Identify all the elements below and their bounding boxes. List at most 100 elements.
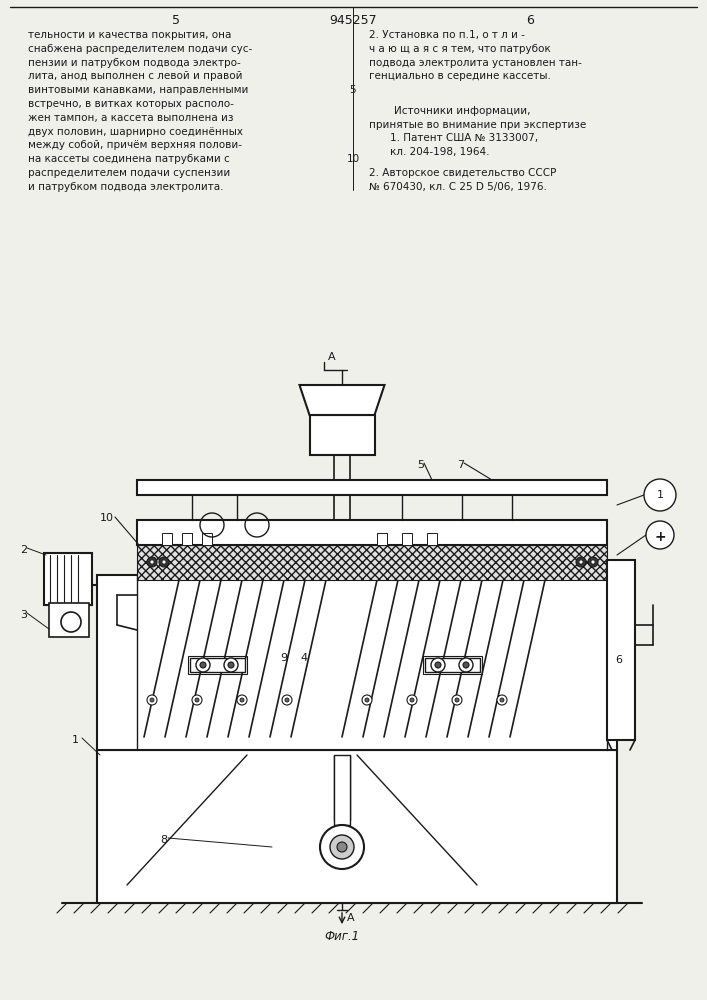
Bar [162,533,172,545]
Circle shape [228,662,234,668]
Circle shape [320,825,364,869]
Text: Фиг.1: Фиг.1 [325,930,360,943]
Text: 945257: 945257 [329,14,377,27]
Text: № 670430, кл. С 25 D 5/06, 1976.: № 670430, кл. С 25 D 5/06, 1976. [369,182,547,192]
Bar [44,553,92,605]
Circle shape [192,695,202,705]
Circle shape [285,698,289,702]
Circle shape [459,658,473,672]
Circle shape [576,557,586,567]
Text: 8: 8 [160,835,167,845]
Bar [137,545,607,580]
Text: 1: 1 [657,490,663,500]
Bar [427,533,437,545]
Text: 10: 10 [100,513,114,523]
Text: 2. Авторское свидетельство СССР: 2. Авторское свидетельство СССР [369,168,556,178]
Text: снабжена распределителем подачи сус-: снабжена распределителем подачи сус- [28,44,252,54]
Text: 7: 7 [457,460,464,470]
Text: двух половин, шарнирно соединённых: двух половин, шарнирно соединённых [28,127,243,137]
Bar [182,533,192,545]
Text: тельности и качества покрытия, она: тельности и качества покрытия, она [28,30,231,40]
Circle shape [150,698,154,702]
Bar [97,575,617,750]
Bar [189,658,245,672]
Bar [334,755,350,825]
Circle shape [224,658,238,672]
Text: 1: 1 [72,735,79,745]
Text: винтовыми канавками, направленными: винтовыми канавками, направленными [28,85,248,95]
Circle shape [579,560,583,564]
Circle shape [410,698,414,702]
Bar [607,560,635,740]
Circle shape [644,479,676,511]
Text: 2. Установка по п.1, о т л и -: 2. Установка по п.1, о т л и - [369,30,525,40]
Circle shape [150,560,154,564]
Text: Источники информации,: Источники информации, [394,106,530,116]
Text: между собой, причём верхняя полови-: между собой, причём верхняя полови- [28,140,242,150]
Text: 5: 5 [417,460,424,470]
Bar [377,533,387,545]
Circle shape [240,698,244,702]
Text: генциально в середине кассеты.: генциально в середине кассеты. [369,71,551,81]
Text: 6: 6 [615,655,622,665]
Text: принятые во внимание при экспертизе: принятые во внимание при экспертизе [369,120,586,130]
Text: на кассеты соединена патрубками с: на кассеты соединена патрубками с [28,154,230,164]
Circle shape [162,560,166,564]
Circle shape [362,695,372,705]
Circle shape [200,662,206,668]
Bar [49,603,89,637]
Circle shape [337,842,347,852]
Bar [137,480,607,495]
Circle shape [463,662,469,668]
Circle shape [407,695,417,705]
Circle shape [195,698,199,702]
Bar [202,533,212,545]
Text: 2: 2 [20,545,27,555]
Bar [187,656,247,674]
Circle shape [159,557,169,567]
Circle shape [500,698,504,702]
Circle shape [61,612,81,632]
Circle shape [452,695,462,705]
Circle shape [330,835,354,859]
Circle shape [147,557,157,567]
Bar [424,658,479,672]
Text: пензии и патрубком подвода электро-: пензии и патрубком подвода электро- [28,58,241,68]
Text: распределителем подачи суспензии: распределителем подачи суспензии [28,168,230,178]
Bar [137,520,607,545]
Polygon shape [300,385,385,415]
Circle shape [646,521,674,549]
Text: 4: 4 [300,653,308,663]
Circle shape [282,695,292,705]
Text: 1. Патент США № 3133007,: 1. Патент США № 3133007, [390,133,538,143]
Bar [402,533,412,545]
Text: А: А [347,913,355,923]
Text: +: + [654,530,666,544]
Text: 5: 5 [350,85,356,95]
Circle shape [365,698,369,702]
Text: 10: 10 [346,154,360,164]
Text: подвода электролита установлен тан-: подвода электролита установлен тан- [369,58,582,68]
Circle shape [237,695,247,705]
Text: встречно, в витках которых располо-: встречно, в витках которых располо- [28,99,234,109]
Text: 3: 3 [20,610,27,620]
Circle shape [147,695,157,705]
Text: лита, анод выполнен с левой и правой: лита, анод выполнен с левой и правой [28,71,243,81]
Circle shape [435,662,441,668]
Text: и патрубком подвода электролита.: и патрубком подвода электролита. [28,182,223,192]
Circle shape [455,698,459,702]
Bar [310,415,375,455]
Text: 6: 6 [526,14,534,27]
Text: 5: 5 [172,14,180,27]
Circle shape [196,658,210,672]
Text: жен тампон, а кассета выполнена из: жен тампон, а кассета выполнена из [28,113,233,123]
Circle shape [588,557,598,567]
Bar [423,656,481,674]
Circle shape [497,695,507,705]
Text: ч а ю щ а я с я тем, что патрубок: ч а ю щ а я с я тем, что патрубок [369,44,551,54]
Circle shape [591,560,595,564]
Circle shape [431,658,445,672]
Text: кл. 204-198, 1964.: кл. 204-198, 1964. [390,147,489,157]
Bar [97,750,617,903]
Text: 9: 9 [281,653,288,663]
